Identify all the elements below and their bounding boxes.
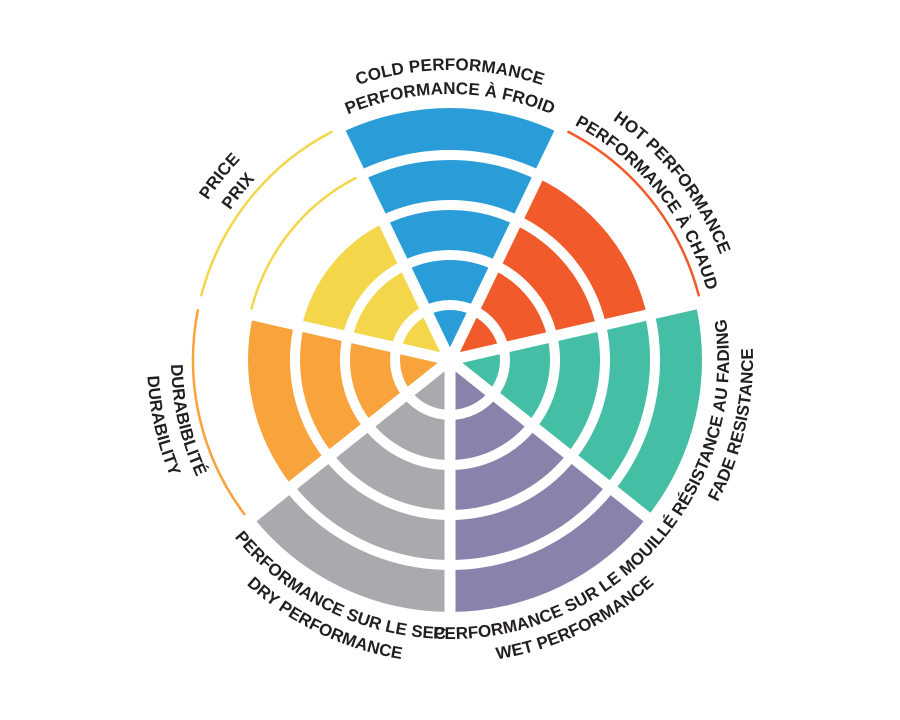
ring-divider-durability-level-2: [340, 335, 372, 429]
ring-divider-cold-performance-level-4: [358, 149, 542, 180]
ring-divider-cold-performance-level-1: [423, 300, 477, 316]
ring-divider-cold-performance-level-2: [402, 250, 498, 270]
sector-spoke-0: [330, 120, 455, 363]
ring-divider-wet-performance-level-2: [449, 422, 536, 470]
ring-divider-wet-performance-level-3: [449, 453, 576, 520]
sector-spoke-3: [446, 355, 660, 529]
missing-level-outline-price-level-5: [200, 130, 333, 297]
ring-divider-hot-performance-level-2: [493, 260, 558, 338]
ring-divider-fade-resistance-level-2: [528, 335, 560, 429]
sector-spoke-5: [240, 355, 454, 529]
missing-level-outline-durability-level-5: [191, 309, 246, 516]
ring-divider-price-level-2: [342, 260, 407, 338]
ring-divider-dry-performance-level-4: [285, 484, 451, 570]
ring-divider-durability-level-3: [290, 324, 333, 460]
ring-divider-hot-performance-level-3: [515, 215, 606, 327]
missing-level-outline-hot-performance-level-5: [567, 130, 700, 297]
sector-spoke-6: [192, 296, 452, 366]
ring-divider-fade-resistance-level-3: [567, 324, 610, 460]
sector-spoke-1: [445, 120, 570, 363]
wedge-fade-resistance: [450, 303, 702, 518]
ring-divider-dry-performance-level-3: [324, 453, 451, 520]
ring-divider-wet-performance-level-4: [449, 484, 615, 570]
missing-level-outline-price-level-4: [250, 176, 357, 310]
sector-spoke-2: [448, 296, 708, 366]
wedge-cold-performance: [340, 108, 560, 361]
ring-divider-cold-performance-level-3: [380, 200, 520, 225]
ring-divider-dry-performance-level-2: [364, 422, 451, 470]
ring-divider-fade-resistance-level-4: [606, 313, 661, 491]
